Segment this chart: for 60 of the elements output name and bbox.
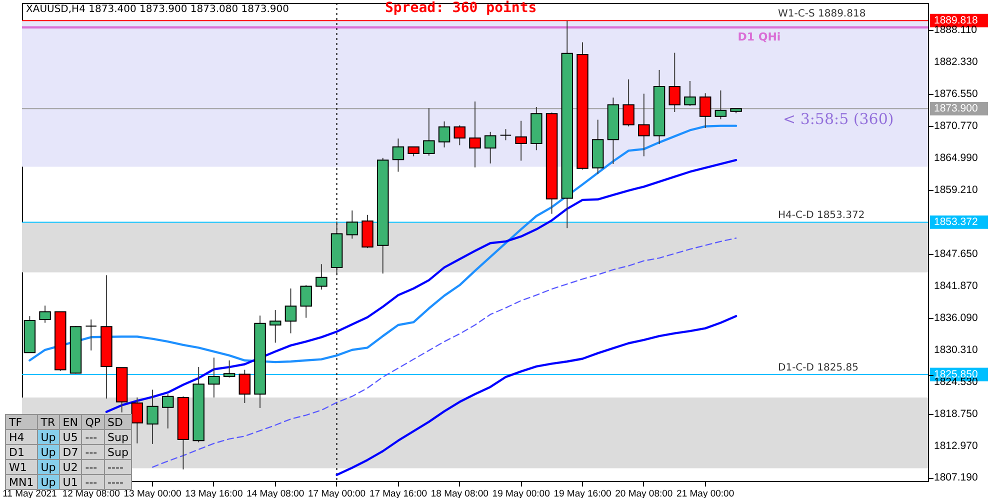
y-tick-label: 1841.870 (934, 280, 978, 292)
annotation: < 3:58:5 (360) (783, 110, 894, 128)
annotation: Spread: 360 points (385, 0, 537, 16)
candlestick (454, 124, 466, 146)
candlestick (346, 210, 358, 240)
y-tick-label: 1836.090 (934, 312, 978, 324)
candlestick (392, 138, 404, 172)
text: TF TR EN QP SD (9, 416, 123, 428)
candlestick (85, 318, 97, 351)
line-series (152, 238, 737, 468)
y-tick-label: 1859.210 (934, 184, 978, 196)
candlestick (284, 288, 297, 334)
y-tick-label: 1888.110 (934, 24, 978, 36)
candlestick (316, 264, 328, 290)
y-tick-label: 1847.650 (934, 248, 978, 260)
candlestick (500, 128, 512, 141)
annotation: MN1 Up U1 --- ---- (8, 474, 124, 490)
candlestick (162, 394, 174, 429)
candlestick (622, 78, 634, 127)
y-tick-label: 1882.330 (934, 56, 978, 68)
band-label: D1 QHi (738, 30, 781, 44)
y-tick-label: 1818.750 (934, 408, 978, 420)
candlestick (668, 52, 680, 112)
candlestick (484, 131, 496, 164)
text: D1 Up D7 --- Sup (9, 446, 128, 458)
y-tick-label: 1870.770 (934, 120, 978, 132)
y-tick-label: 1812.970 (934, 440, 978, 452)
candlestick (638, 93, 650, 157)
candlestick (438, 120, 450, 148)
candlestick (469, 100, 481, 168)
candlestick (699, 92, 712, 129)
ref-line-label: W1-C-S 1889.818 (778, 8, 866, 20)
candlestick (300, 284, 312, 318)
ref-line-label: D1-C-D 1825.85 (778, 362, 858, 374)
text: H4 Up U5 --- Sup (9, 430, 128, 444)
candlestick (515, 120, 527, 162)
y-tick-label: 1889.818 (934, 14, 978, 27)
text: W1 Up U2 --- ---- (9, 460, 124, 474)
candlestick (131, 396, 144, 444)
candlestick (146, 389, 158, 444)
candlestick (423, 108, 435, 156)
candlestick (39, 305, 51, 324)
candlestick (208, 357, 220, 398)
candlestick (238, 369, 251, 404)
candlestick (408, 146, 420, 157)
chart-title: XAUUSD,H4 1873.400 1873.900 1873.080 1873.900 (26, 4, 290, 15)
ref-line-label: H4-C-D 1853.372 (778, 210, 865, 222)
candlestick (684, 80, 696, 106)
line-series (336, 315, 738, 476)
line-series (105, 159, 738, 413)
candlestick (714, 90, 727, 120)
y-tick-label: 1864.990 (934, 152, 978, 164)
candlestick (270, 310, 282, 344)
y-tick-label: 1873.900 (934, 102, 978, 115)
candlestick (223, 360, 236, 378)
y-tick-label: 1830.310 (934, 344, 978, 356)
line-series (28, 124, 738, 364)
y-tick-label: 1853.372 (934, 216, 978, 228)
y-tick-label: 1807.190 (934, 472, 978, 484)
y-tick-label: 1876.550 (934, 88, 978, 100)
